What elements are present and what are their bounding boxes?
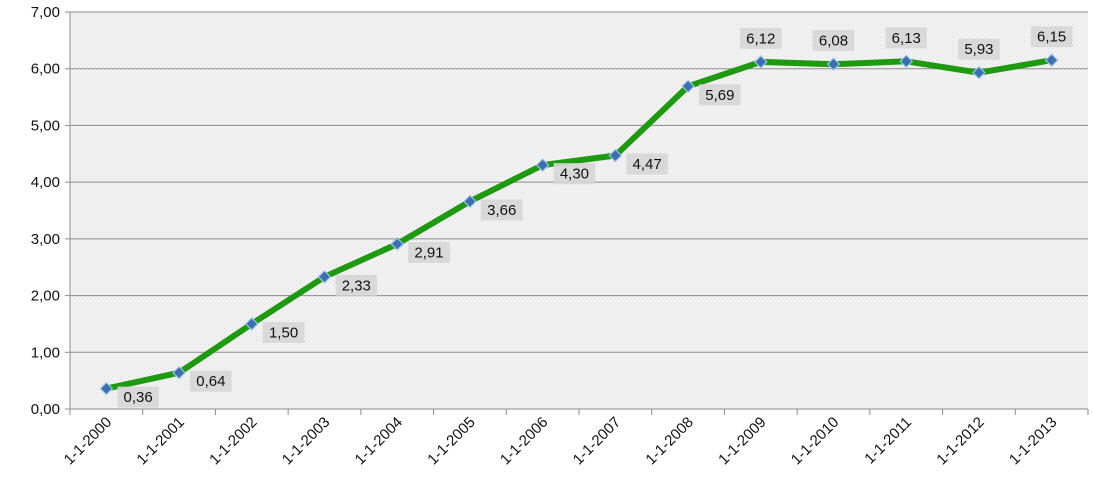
plot-area <box>70 12 1088 409</box>
x-tick-label: 1-1-2004 <box>352 414 406 468</box>
data-point <box>535 158 550 172</box>
x-tick-label: 1-1-2005 <box>424 414 478 468</box>
x-tick-label: 1-1-2000 <box>61 414 115 468</box>
y-tick-label: 1,00 <box>31 344 60 361</box>
data-label-box <box>958 38 1000 60</box>
data-label-text: 6,08 <box>819 33 848 50</box>
y-axis-tick-labels: 0,00 1,00 2,00 3,00 4,00 5,00 6,00 7,00 <box>31 4 60 418</box>
data-label-box <box>739 27 782 49</box>
y-tick-label: 2,00 <box>31 288 60 305</box>
data-label-box <box>626 153 668 175</box>
data-point <box>1044 53 1059 68</box>
data-label: 3,66 <box>480 199 523 221</box>
series-markers <box>99 53 1059 396</box>
data-label: 5,93 <box>958 38 1000 60</box>
data-label: 5,69 <box>699 84 741 106</box>
data-label-text: 4,47 <box>633 156 662 173</box>
data-label-text: 3,66 <box>487 202 516 219</box>
data-label: 2,33 <box>335 274 378 296</box>
x-tick-label: 1-1-2008 <box>642 414 696 468</box>
axes <box>65 11 1089 415</box>
data-label-text: 6,12 <box>746 30 775 47</box>
data-label-text: 0,36 <box>124 389 153 406</box>
data-label-box <box>190 370 232 392</box>
data-label-box <box>408 241 450 263</box>
data-label: 6,15 <box>1030 26 1073 48</box>
data-point <box>244 317 259 331</box>
data-point <box>172 365 186 380</box>
data-label-box <box>262 321 305 343</box>
data-label-box <box>812 30 855 52</box>
series-line-path <box>103 57 1055 392</box>
data-point <box>317 270 332 284</box>
data-label-box <box>335 274 378 296</box>
data-label-text: 1,50 <box>269 324 298 341</box>
data-label-text: 6,15 <box>1037 29 1066 46</box>
series-line <box>103 57 1055 392</box>
y-tick-label: 7,00 <box>31 4 60 21</box>
data-point <box>390 237 405 251</box>
x-tick-label: 1-1-2010 <box>788 414 842 468</box>
data-label: 6,12 <box>739 27 782 49</box>
y-tick-label: 6,00 <box>31 61 60 78</box>
x-tick-label: 1-1-2006 <box>497 414 551 468</box>
x-tick-label: 1-1-2003 <box>279 414 333 468</box>
x-tick-label: 1-1-2011 <box>861 414 915 468</box>
data-label: 4,47 <box>626 153 668 175</box>
data-label-box <box>117 386 159 408</box>
data-point <box>753 55 768 69</box>
data-label-text: 2,91 <box>414 244 443 261</box>
data-point <box>826 57 841 72</box>
data-label: 6,13 <box>885 27 928 49</box>
y-tick-label: 3,00 <box>31 231 60 248</box>
x-axis-tick-labels: 1-1-2000 1-1-2001 1-1-2002 1-1-2003 1-1-2004… <box>61 414 1061 468</box>
data-point <box>899 54 914 69</box>
data-label: 1,50 <box>262 321 305 343</box>
y-tick-label: 0,00 <box>31 401 60 418</box>
data-point <box>463 194 477 209</box>
data-label-text: 6,13 <box>892 30 921 47</box>
x-tick-label: 1-1-2013 <box>1006 414 1060 468</box>
x-tick-label: 1-1-2001 <box>133 414 187 468</box>
data-label-box <box>1030 26 1073 48</box>
x-tick-label: 1-1-2007 <box>570 414 624 468</box>
data-label-box <box>885 27 928 49</box>
data-label: 4,30 <box>553 163 596 185</box>
data-label-text: 5,93 <box>964 41 993 58</box>
x-tick-label: 1-1-2009 <box>715 414 769 468</box>
data-point <box>608 148 623 163</box>
data-label: 0,64 <box>190 370 232 392</box>
data-label-box <box>553 163 596 185</box>
x-tick-label: 1-1-2002 <box>206 414 260 468</box>
data-label: 2,91 <box>408 241 450 263</box>
data-point <box>972 65 986 80</box>
y-tick-label: 4,00 <box>31 174 60 191</box>
data-label-text: 2,33 <box>342 277 371 294</box>
data-label-text: 0,64 <box>196 373 225 390</box>
data-point <box>99 381 114 396</box>
data-labels: 0,36 0,64 1,50 2,33 2,91 3,66 4,30 4,47 5,69 6,12… <box>117 26 1073 408</box>
data-point <box>681 79 695 94</box>
data-label: 6,08 <box>812 30 855 52</box>
data-label-text: 5,69 <box>705 87 734 104</box>
data-label-text: 4,30 <box>560 166 589 183</box>
data-label-box <box>699 84 741 106</box>
gridlines <box>70 11 1088 353</box>
y-tick-label: 5,00 <box>31 117 60 134</box>
data-label: 0,36 <box>117 386 159 408</box>
x-tick-label: 1-1-2012 <box>933 414 987 468</box>
data-label-box <box>480 199 523 221</box>
